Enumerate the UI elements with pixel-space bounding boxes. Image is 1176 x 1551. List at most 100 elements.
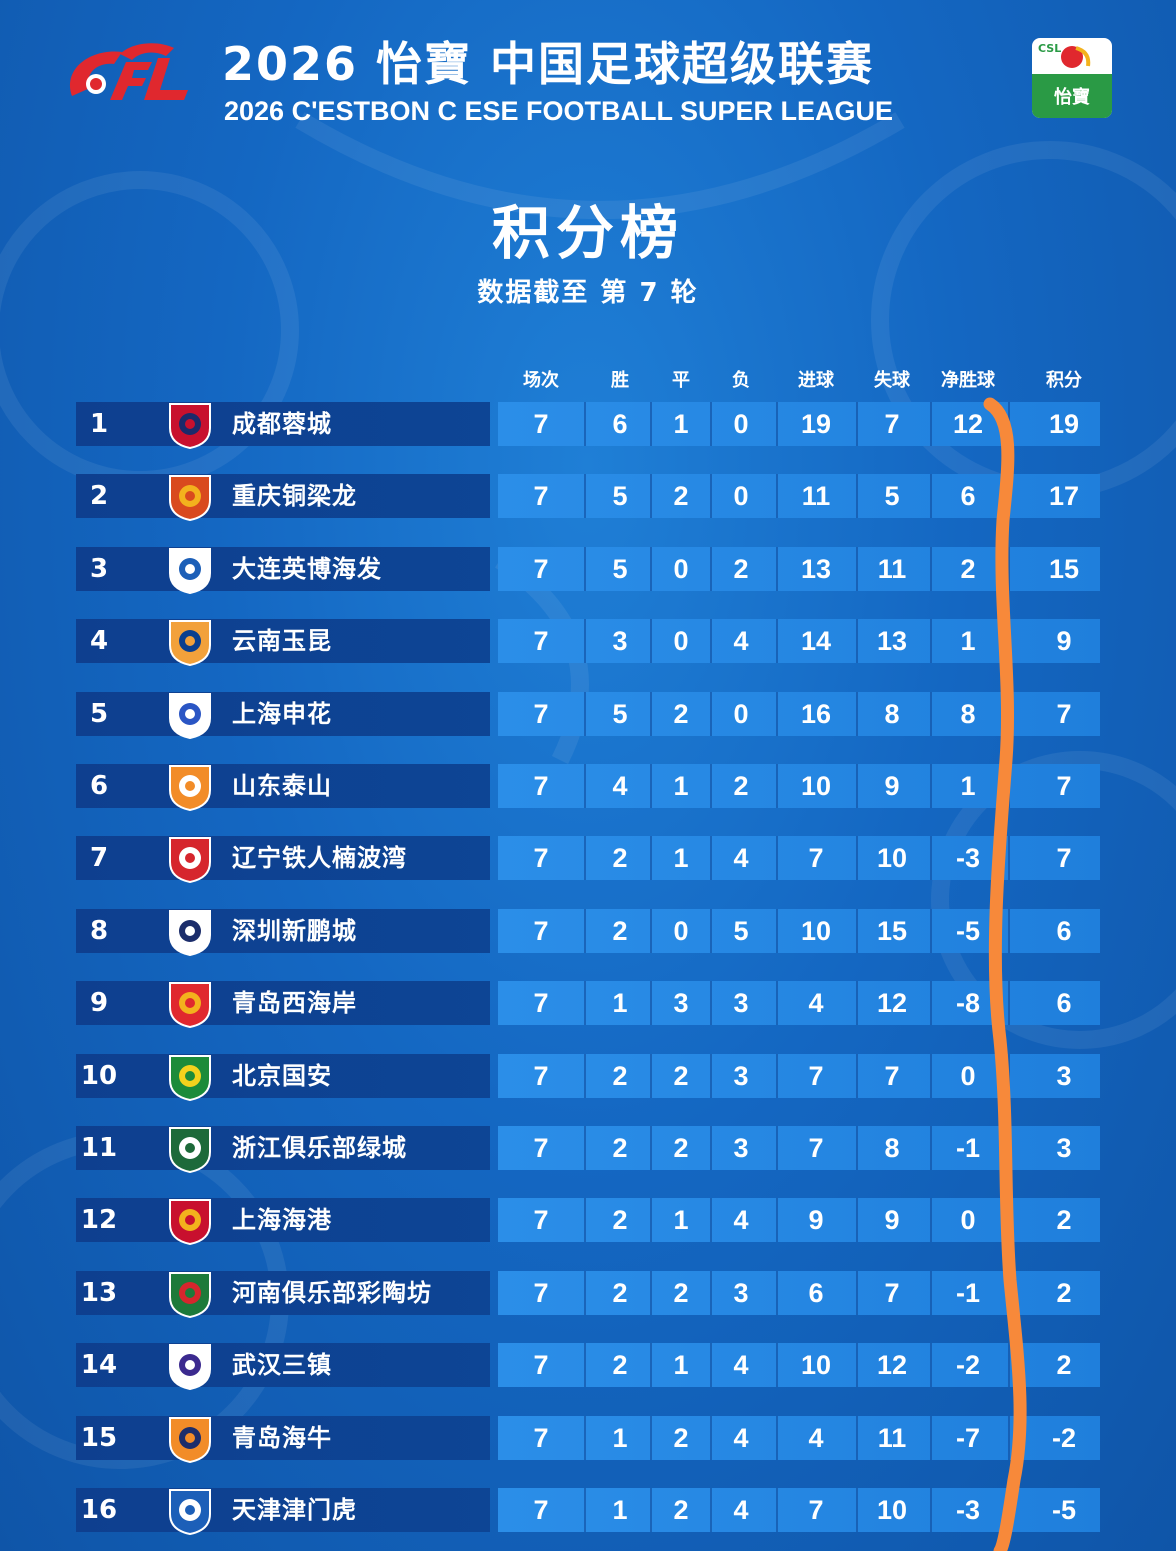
column-separator	[856, 1271, 858, 1315]
cell-points: 2	[1056, 1350, 1072, 1380]
cell-draw: 2	[673, 1423, 689, 1453]
cell-goals-for: 4	[808, 1423, 824, 1453]
column-separator	[584, 1198, 586, 1242]
table-row: 10 北京国安 7 2 2 3 7 7 0 3	[76, 1054, 1100, 1102]
stats-panel	[498, 1054, 1100, 1098]
stats-panel	[498, 1488, 1100, 1532]
cell-goals-for: 6	[808, 1278, 824, 1308]
cell-loss: 0	[733, 409, 749, 439]
column-separator	[1008, 981, 1010, 1025]
team-name: 河南俱乐部彩陶坊	[232, 1279, 432, 1307]
table-row: 3 大连英博海发 7 5 0 2 13 11 2 15	[76, 547, 1100, 595]
cell-draw: 2	[673, 1061, 689, 1091]
cell-loss: 3	[733, 1278, 749, 1308]
chengdu-rongcheng-logo	[164, 398, 216, 450]
team-panel	[76, 1271, 490, 1315]
column-separator	[584, 909, 586, 953]
cell-points: 9	[1056, 626, 1072, 656]
cell-draw: 2	[673, 1495, 689, 1525]
column-separator	[1008, 1343, 1010, 1387]
cell-points: 6	[1056, 988, 1072, 1018]
column-separator	[710, 836, 712, 880]
column-separator	[584, 1343, 586, 1387]
table-row: 7 辽宁铁人楠波湾 7 2 1 4 7 10 -3 7	[76, 836, 1100, 884]
cell-played: 7	[533, 1423, 549, 1453]
title-english: 2026 C'ESTBON C ESE FOOTBALL SUPER LEAGU…	[224, 96, 894, 126]
team-panel	[76, 764, 490, 808]
cell-goal-difference: -1	[955, 1133, 981, 1163]
rank: 1	[89, 409, 109, 439]
rank: 7	[89, 843, 109, 873]
qingdao-west-coast-logo	[164, 977, 216, 1029]
cell-goal-difference: -3	[955, 843, 981, 873]
cell-draw: 1	[673, 409, 689, 439]
table-row: 8 深圳新鹏城 7 2 0 5 10 15 -5 6	[76, 909, 1100, 957]
column-header-loss: 负	[732, 370, 750, 391]
stats-panel	[498, 836, 1100, 880]
column-separator	[856, 1488, 858, 1532]
column-separator	[710, 1488, 712, 1532]
cell-points: 19	[1048, 409, 1080, 439]
column-separator	[650, 981, 652, 1025]
team-name: 辽宁铁人楠波湾	[232, 844, 407, 872]
cfl-logo	[70, 43, 188, 100]
cell-goals-for: 10	[800, 771, 832, 801]
cell-goals-against: 7	[884, 409, 900, 439]
cell-loss: 4	[733, 1423, 749, 1453]
cell-goals-for: 4	[808, 988, 824, 1018]
rank: 15	[80, 1423, 118, 1453]
cell-loss: 4	[733, 1350, 749, 1380]
cell-goal-difference: 12	[952, 409, 984, 439]
cell-goal-difference: -7	[955, 1423, 981, 1453]
column-separator	[856, 547, 858, 591]
cell-points: 2	[1056, 1205, 1072, 1235]
cell-win: 5	[612, 481, 628, 511]
table-row: 12 上海海港 7 2 1 4 9 9 0 2	[76, 1198, 1100, 1246]
cell-draw: 1	[673, 843, 689, 873]
cell-played: 7	[533, 771, 549, 801]
column-separator	[856, 1416, 858, 1460]
liaoning-tieren-logo	[164, 832, 216, 884]
column-separator	[710, 1126, 712, 1170]
column-header-played: 场次	[523, 370, 559, 391]
qingdao-hainiu-logo	[164, 1412, 216, 1464]
column-separator	[584, 1271, 586, 1315]
cell-goals-for: 10	[800, 916, 832, 946]
cell-loss: 2	[733, 554, 749, 584]
cell-draw: 2	[673, 1278, 689, 1308]
column-separator	[650, 619, 652, 663]
cell-goals-against: 12	[876, 988, 908, 1018]
dalian-yingbo-logo	[164, 543, 216, 595]
column-separator	[584, 402, 586, 446]
cell-goal-difference: 0	[960, 1205, 976, 1235]
team-panel	[76, 1488, 490, 1532]
column-separator	[710, 981, 712, 1025]
cell-goals-against: 9	[884, 1205, 900, 1235]
cell-win: 3	[612, 626, 628, 656]
column-separator	[1008, 1126, 1010, 1170]
column-separator	[776, 1054, 778, 1098]
team-name: 天津津门虎	[232, 1496, 357, 1524]
cell-win: 2	[612, 1133, 628, 1163]
cell-played: 7	[533, 481, 549, 511]
stats-panel	[498, 474, 1100, 518]
column-separator	[650, 1416, 652, 1460]
column-separator	[710, 1271, 712, 1315]
column-separator	[776, 981, 778, 1025]
column-separator	[776, 692, 778, 736]
cell-played: 7	[533, 1350, 549, 1380]
rank: 5	[89, 699, 109, 729]
cell-goal-difference: 1	[960, 626, 976, 656]
team-name: 重庆铜梁龙	[232, 482, 357, 510]
team-panel	[76, 402, 490, 446]
cell-goal-difference: -5	[955, 916, 981, 946]
column-separator	[650, 1343, 652, 1387]
column-separator	[776, 764, 778, 808]
column-separator	[584, 836, 586, 880]
column-separator	[1008, 692, 1010, 736]
column-separator	[1008, 402, 1010, 446]
column-separator	[1008, 764, 1010, 808]
cell-draw: 0	[673, 554, 689, 584]
rank: 4	[89, 626, 109, 656]
column-separator	[776, 547, 778, 591]
